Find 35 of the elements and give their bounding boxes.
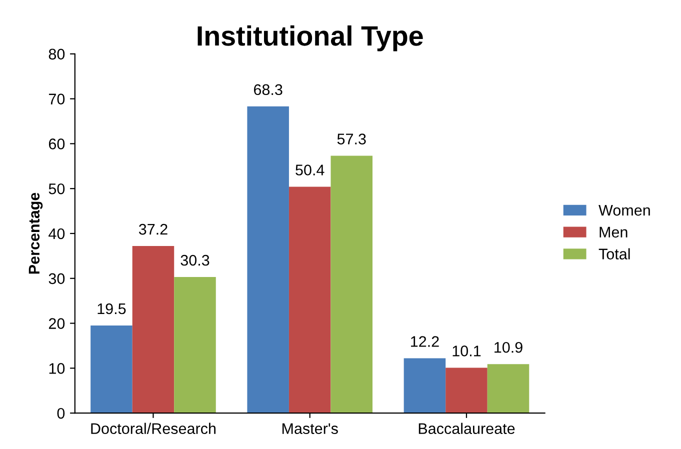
data-label: 57.3 [337,134,366,144]
bar [404,358,446,414]
data-label: 12.2 [411,336,439,347]
y-tick-label: 0 [57,408,65,419]
data-label: 10.1 [452,346,481,356]
chart-title: Institutional Type [198,25,423,52]
x-tick-label: Baccalaureate [418,422,515,434]
y-axis-title: Percentage [28,192,43,274]
data-label: 50.4 [296,164,324,176]
y-tick-label: 20 [48,318,65,329]
bar [487,364,530,414]
bar [174,277,216,414]
data-label: 68.3 [254,84,282,96]
bar [288,186,331,414]
y-tick-label: 70 [48,94,65,104]
y-tick-label: 60 [48,138,65,150]
y-tick-label: 50 [48,183,65,194]
legend-label: Total [598,248,630,260]
bar [90,326,132,414]
y-tick-label: 80 [48,48,65,60]
bar [247,106,289,414]
legend-label: Men [600,226,628,238]
bar [132,246,174,414]
data-label: 10.9 [494,342,522,353]
y-tick-label: 30 [48,273,65,284]
legend-label: Women [598,205,650,216]
x-tick-label: Master's [282,423,338,434]
data-label: 37.2 [138,224,168,235]
y-tick-label: 10 [49,363,65,374]
y-tick-label: 40 [48,228,65,240]
data-label: 30.3 [180,254,210,266]
bar [330,156,373,414]
bar [446,368,488,414]
x-tick-label: Doctoral/Research [91,422,216,434]
data-label: 19.5 [98,303,126,314]
